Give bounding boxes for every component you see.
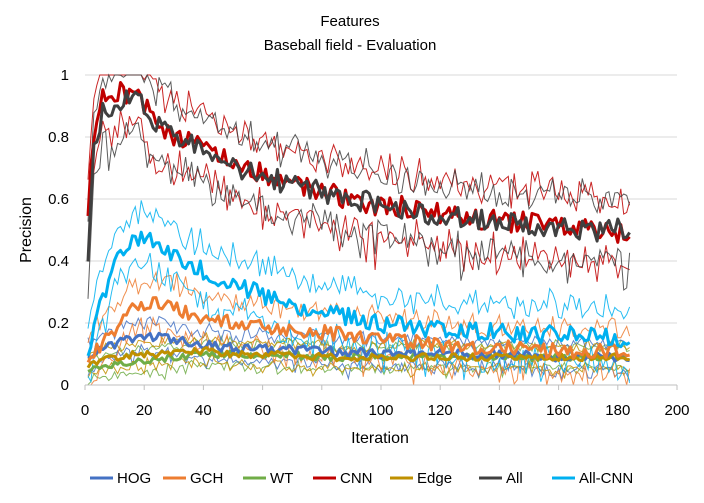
legend-label: HOG: [117, 470, 151, 487]
x-tick-label: 0: [81, 402, 89, 419]
y-tick-label: 0.2: [48, 315, 69, 332]
x-tick-label: 120: [428, 402, 453, 419]
legend-label: All: [506, 470, 523, 487]
x-tick-label: 160: [546, 402, 571, 419]
legend-label: Edge: [417, 470, 452, 487]
x-tick-label: 100: [368, 402, 393, 419]
series-upper-band-all: [87, 73, 631, 222]
series-upper-band-gch: [87, 270, 631, 344]
series-lines: [86, 81, 631, 373]
y-tick-label: 0: [61, 377, 69, 394]
legend-label: CNN: [340, 470, 373, 487]
legend: HOG GCH WT CNN Edge All All-CNN: [90, 470, 633, 487]
legend-label: All-CNN: [579, 470, 633, 487]
x-tick-label: 40: [195, 402, 212, 419]
y-tick-label: 0.4: [48, 253, 69, 270]
y-axis-title: Precision: [18, 197, 35, 263]
x-tick-label: 200: [664, 402, 689, 419]
series-lower-band-all: [87, 122, 631, 299]
chart-subtitle: Baseball field - Evaluation: [264, 37, 437, 54]
x-tick-label: 180: [605, 402, 630, 419]
legend-label: GCH: [190, 470, 223, 487]
x-tick-label: 140: [487, 402, 512, 419]
series-line-cnn: [86, 81, 631, 244]
series-line-all: [86, 89, 631, 262]
x-tick-label: 80: [313, 402, 330, 419]
chart-title: Features: [320, 13, 379, 30]
y-tick-label: 0.6: [48, 191, 69, 208]
series-upper-band-cnn: [87, 74, 631, 215]
y-tick-label: 1: [61, 67, 69, 84]
x-axis-title: Iteration: [351, 430, 409, 447]
series-upper-band-hog: [87, 315, 630, 352]
axes: 0 0.2 0.4 0.6 0.8 1 0 20 40 60 80 100 120 140 160 180 20…: [48, 67, 689, 419]
x-tick-label: 60: [254, 402, 271, 419]
y-tick-label: 0.8: [48, 129, 69, 146]
series-lower-band-cnn: [87, 110, 630, 282]
x-tick-label: 20: [136, 402, 153, 419]
legend-label: WT: [270, 470, 293, 487]
series-line-all-cnn: [86, 230, 631, 357]
series-line-gch: [86, 296, 630, 364]
series-upper-band-all-cnn: [87, 200, 631, 329]
series-line-edge: [86, 346, 630, 369]
